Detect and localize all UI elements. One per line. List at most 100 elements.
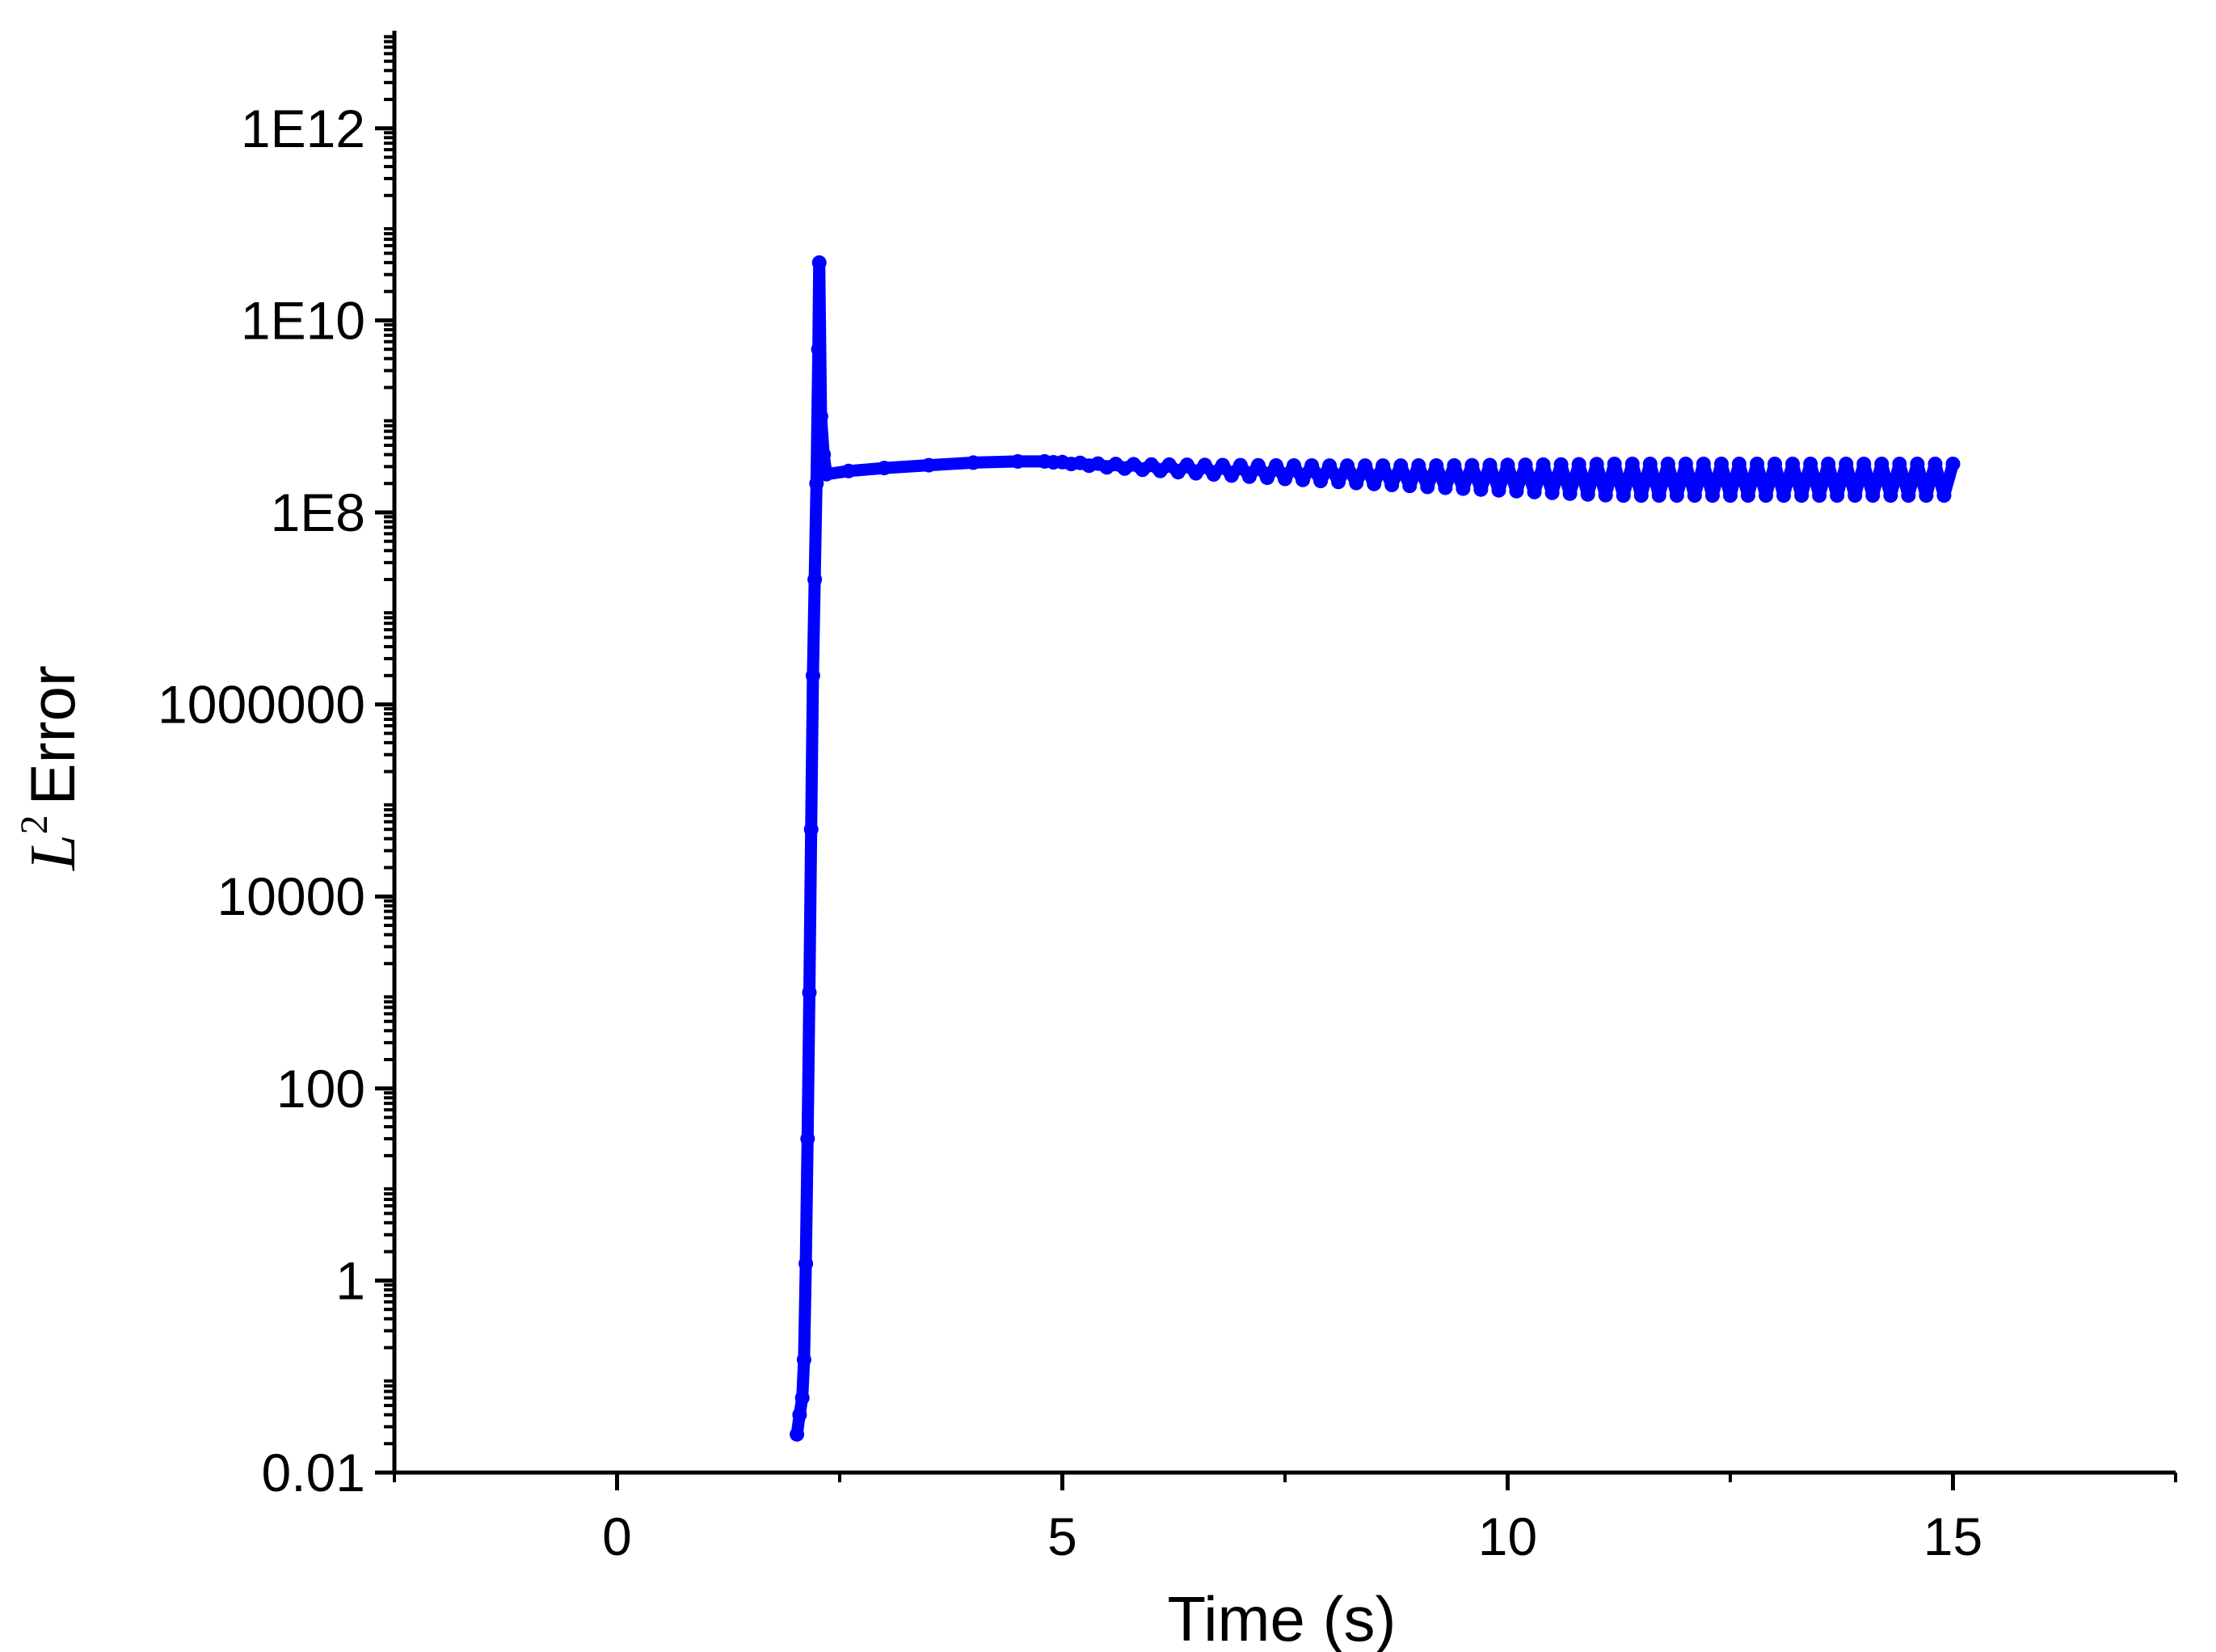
series-point bbox=[1678, 457, 1693, 471]
y-tick-label: 1E10 bbox=[241, 290, 365, 350]
series-point bbox=[966, 455, 981, 470]
y-axis-title: L2 Error bbox=[13, 665, 89, 871]
series-point bbox=[1687, 488, 1702, 504]
series-point bbox=[1839, 457, 1854, 471]
series-point bbox=[1883, 488, 1898, 504]
series-point bbox=[1384, 478, 1400, 492]
series-point bbox=[1304, 458, 1320, 473]
x-axis-title: Time (s) bbox=[1167, 1583, 1396, 1652]
series-point bbox=[1696, 457, 1711, 471]
series-point bbox=[1278, 471, 1292, 487]
series-point bbox=[805, 668, 820, 683]
series-point bbox=[1812, 488, 1827, 504]
series-point bbox=[1358, 458, 1373, 474]
series-point bbox=[1232, 457, 1248, 473]
series-point bbox=[1464, 457, 1480, 473]
series-point bbox=[1874, 457, 1889, 471]
y-tick-label: 10000 bbox=[217, 866, 365, 926]
series-point bbox=[1785, 457, 1801, 471]
series-point bbox=[1287, 458, 1301, 473]
series-point bbox=[1456, 481, 1471, 496]
series-point bbox=[1241, 469, 1257, 484]
series-point bbox=[1402, 478, 1418, 494]
series-point bbox=[921, 457, 937, 473]
series-point bbox=[1741, 488, 1755, 504]
series-point bbox=[1723, 488, 1738, 504]
series-point bbox=[807, 572, 823, 587]
series-point bbox=[1473, 482, 1489, 497]
series-point bbox=[794, 1390, 810, 1405]
series-point bbox=[1322, 458, 1338, 474]
series-point bbox=[1936, 488, 1952, 504]
series-point bbox=[802, 985, 817, 1000]
series-point bbox=[1250, 457, 1266, 473]
series-point bbox=[1624, 457, 1640, 471]
series-point bbox=[790, 1427, 805, 1442]
y-axis-title-symbol: L bbox=[18, 834, 89, 871]
series-point bbox=[1429, 458, 1444, 473]
series-point bbox=[1892, 457, 1907, 471]
x-tick-label: 15 bbox=[1923, 1507, 1982, 1566]
series-point bbox=[796, 1352, 811, 1368]
x-tick-label: 10 bbox=[1478, 1507, 1537, 1566]
series-point bbox=[1260, 470, 1274, 486]
y-tick-label: 1000000 bbox=[158, 675, 365, 735]
series-point bbox=[1616, 488, 1631, 504]
y-tick-label: 1E12 bbox=[241, 99, 365, 158]
series-point bbox=[1562, 486, 1578, 501]
series-point bbox=[1197, 457, 1212, 473]
series-point bbox=[1759, 488, 1774, 504]
series-point bbox=[1830, 488, 1845, 504]
series-point bbox=[1500, 457, 1515, 473]
series-point bbox=[1732, 457, 1746, 471]
series-point bbox=[1206, 467, 1221, 482]
series-point bbox=[1910, 457, 1925, 471]
series-point bbox=[1349, 475, 1364, 491]
series-point bbox=[1295, 472, 1310, 487]
series-point bbox=[811, 342, 826, 357]
y-tick-label: 1 bbox=[335, 1250, 365, 1310]
series-point bbox=[1527, 484, 1542, 499]
y-tick-label: 1E8 bbox=[271, 483, 365, 542]
series-point bbox=[809, 476, 824, 491]
x-tick-label: 5 bbox=[1047, 1507, 1077, 1566]
series-point bbox=[792, 1407, 807, 1422]
series-point bbox=[1633, 488, 1649, 504]
series-point bbox=[1750, 457, 1765, 471]
series-point bbox=[1660, 457, 1675, 471]
series-point bbox=[1714, 457, 1729, 471]
series-point bbox=[803, 822, 819, 837]
series-point bbox=[1269, 457, 1283, 473]
series-point bbox=[1767, 457, 1783, 471]
axes: 0.01 1 100 10000 1000000 1E8 1E10 1E12 0 5 10 15 bbox=[158, 31, 2177, 1566]
series-point bbox=[1340, 458, 1355, 474]
series-point bbox=[1571, 457, 1586, 472]
y-axis-title-superscript: 2 bbox=[13, 815, 56, 834]
series-point bbox=[1776, 488, 1792, 504]
series-point bbox=[1313, 474, 1329, 489]
series-point bbox=[1580, 487, 1595, 502]
series-point bbox=[1482, 457, 1498, 473]
series-point bbox=[1642, 457, 1658, 471]
series-point bbox=[1927, 457, 1943, 471]
series-point bbox=[1376, 458, 1391, 474]
series-point bbox=[819, 466, 834, 482]
series-point bbox=[798, 1256, 814, 1271]
series-point bbox=[1669, 488, 1684, 504]
series-point bbox=[811, 255, 827, 270]
series-point bbox=[1367, 476, 1382, 491]
series-point bbox=[1518, 457, 1533, 473]
series-point bbox=[813, 409, 828, 424]
series-point bbox=[1856, 457, 1872, 471]
series-point bbox=[1224, 468, 1239, 483]
series-point bbox=[1945, 457, 1961, 471]
series-point bbox=[1607, 457, 1622, 471]
series-point bbox=[1589, 457, 1604, 472]
series-point bbox=[1865, 488, 1881, 504]
series-point bbox=[1491, 483, 1506, 498]
series-point bbox=[1553, 457, 1569, 472]
series-point bbox=[1215, 457, 1230, 473]
plot-area bbox=[790, 255, 1961, 1442]
y-axis-title-text: Error bbox=[17, 665, 88, 805]
series-point bbox=[1847, 488, 1863, 504]
